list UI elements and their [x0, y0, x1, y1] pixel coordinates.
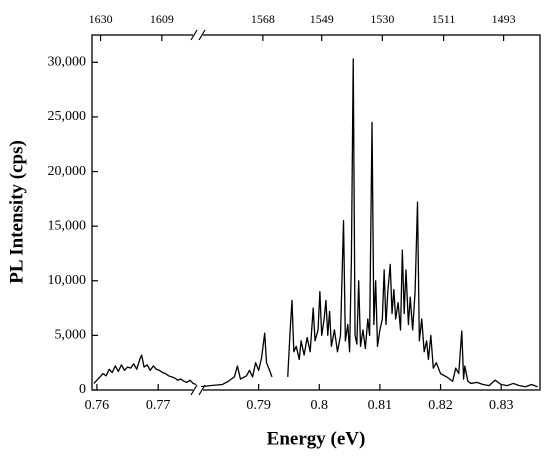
y-tick-label: 30,000: [48, 55, 87, 70]
axis-break-mark: [198, 384, 206, 396]
axis-break-mark: [198, 29, 206, 41]
y-tick-label: 20,000: [48, 164, 87, 179]
x-axis-title: Energy (eV): [267, 428, 366, 449]
x2-tick-label: 1530: [370, 12, 394, 26]
y-tick-label: 0: [79, 382, 86, 397]
x2-tick-label: 1549: [310, 12, 334, 26]
y-tick-label: 15,000: [48, 218, 87, 233]
y-axis-title: PL Intensity (cps): [6, 140, 27, 284]
x-tick-label: 0.76: [85, 398, 110, 413]
x-tick-label: 0.83: [489, 398, 514, 413]
x2-tick-label: 1609: [150, 12, 174, 26]
x-tick-label: 0.77: [146, 398, 171, 413]
axis-break-mark: [190, 29, 198, 41]
spectrum-line: [93, 58, 538, 388]
y-tick-label: 25,000: [48, 109, 87, 124]
y-tick-label: 10,000: [48, 273, 87, 288]
axis-break-gap: [193, 387, 203, 393]
x2-tick-label: 1568: [251, 12, 275, 26]
x-tick-label: 0.82: [428, 398, 453, 413]
x-tick-label: 0.81: [368, 398, 393, 413]
x2-tick-label: 1493: [492, 12, 516, 26]
y-tick-label: 5,000: [55, 328, 87, 343]
x2-tick-label: 1630: [89, 12, 113, 26]
axis-break-gap: [193, 32, 203, 38]
x2-tick-label: 1511: [432, 12, 456, 26]
axis-break-mark: [190, 384, 198, 396]
plot-frame: [91, 34, 541, 391]
x-tick-label: 0.8: [311, 398, 329, 413]
x-tick-label: 0.79: [246, 398, 271, 413]
